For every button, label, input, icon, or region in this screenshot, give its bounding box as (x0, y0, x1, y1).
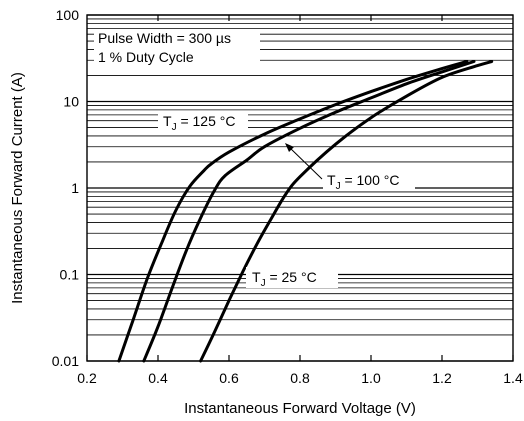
label-25c-t: T (252, 269, 261, 285)
y-tick-label: 0.1 (60, 267, 80, 283)
x-tick-label: 1.0 (361, 370, 381, 386)
x-tick-label: 0.4 (148, 370, 168, 386)
note-box-bg (94, 29, 260, 67)
x-axis-label: Instantaneous Forward Voltage (V) (184, 400, 416, 417)
svg-text:TJ = 125 °C: TJ = 125 °C (163, 113, 235, 133)
series-line-0 (117, 60, 469, 363)
y-tick-label: 0.01 (52, 353, 79, 369)
y-axis-ticks: 0.01 0.1 1 10 100 (52, 7, 79, 369)
series-line-2 (199, 60, 494, 363)
x-tick-label: 0.8 (290, 370, 310, 386)
label-100c-sub: J (336, 181, 341, 192)
note-duty-cycle: 1 % Duty Cycle (98, 49, 194, 65)
x-tick-label: 1.4 (503, 370, 523, 386)
label-125c-t: T (163, 113, 172, 129)
label-25c-rest: = 25 °C (266, 269, 317, 285)
label-125c: TJ = 125 °C (158, 111, 248, 133)
label-25c-sub: J (261, 278, 266, 289)
label-100c: TJ = 100 °C (323, 170, 415, 192)
y-tick-label: 10 (63, 94, 79, 110)
y-tick-label: 1 (71, 180, 79, 196)
y-axis-label: Instantaneous Forward Current (A) (9, 72, 26, 304)
note-pulse-width: Pulse Width = 300 µs (98, 30, 231, 46)
label-125c-rest: = 125 °C (177, 113, 236, 129)
x-tick-label: 1.2 (432, 370, 452, 386)
label-100c-arrow (285, 143, 323, 180)
label-100c-rest: = 100 °C (341, 172, 400, 188)
x-tick-label: 0.2 (77, 370, 97, 386)
label-25c: TJ = 25 °C (246, 267, 338, 289)
x-tick-label: 0.6 (219, 370, 239, 386)
series-line-1 (142, 60, 476, 363)
svg-text:TJ = 25 °C: TJ = 25 °C (252, 269, 317, 289)
label-125c-sub: J (172, 122, 177, 133)
label-100c-t: T (327, 172, 336, 188)
y-tick-label: 100 (56, 7, 80, 23)
svg-text:TJ = 100 °C: TJ = 100 °C (327, 172, 399, 192)
series-curves (117, 60, 494, 363)
x-axis-ticks: 0.2 0.4 0.6 0.8 1.0 1.2 1.4 (77, 15, 523, 386)
